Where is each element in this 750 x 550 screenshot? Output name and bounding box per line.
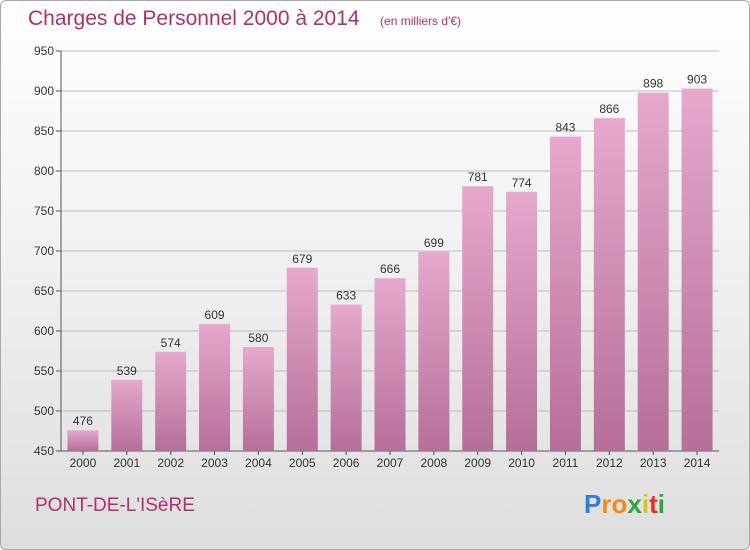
y-tick-label: 600 — [34, 324, 54, 338]
data-label-2011: 843 — [555, 121, 575, 135]
y-tick-label: 750 — [34, 204, 54, 218]
x-tick-label-2012: 2012 — [596, 456, 623, 470]
brand-letter: P — [584, 489, 602, 519]
x-tick-label-2006: 2006 — [333, 456, 360, 470]
chart-title: Charges de Personnel 2000 à 2014 — [28, 7, 360, 30]
bar-2001 — [111, 379, 143, 451]
y-tick-label: 450 — [34, 444, 54, 458]
data-label-2007: 666 — [380, 262, 400, 276]
brand-letter: r — [601, 489, 612, 519]
x-tick-label-2004: 2004 — [245, 456, 272, 470]
x-tick-label-2007: 2007 — [377, 456, 404, 470]
bar-2013 — [637, 92, 669, 451]
brand-letter: t — [649, 489, 658, 519]
y-tick-label: 500 — [34, 404, 54, 418]
bar-2002 — [155, 351, 187, 451]
x-tick-label-2008: 2008 — [421, 456, 448, 470]
y-tick-label: 700 — [34, 244, 54, 258]
x-tick-label-2011: 2011 — [553, 456, 579, 470]
data-label-2006: 633 — [336, 289, 356, 303]
y-tick-label: 900 — [34, 84, 54, 98]
bar-2011 — [549, 136, 581, 451]
data-label-2010: 774 — [512, 176, 532, 190]
bar-2007 — [374, 278, 406, 451]
bar-2003 — [199, 323, 231, 451]
x-tick-label-2010: 2010 — [508, 456, 535, 470]
commune-name: PONT-DE-L'ISèRE — [35, 495, 195, 516]
y-tick-label: 800 — [34, 164, 54, 178]
data-label-2014: 903 — [687, 73, 707, 87]
brand-logo: Proxiti — [584, 489, 665, 520]
bar-2012 — [593, 118, 625, 451]
bar-2004 — [242, 347, 274, 451]
brand-letter: x — [627, 489, 642, 519]
x-tick-label-2000: 2000 — [70, 456, 97, 470]
x-tick-label-2013: 2013 — [640, 456, 667, 470]
data-label-2004: 580 — [248, 331, 268, 345]
bar-2006 — [330, 304, 362, 451]
data-label-2002: 574 — [161, 336, 181, 350]
y-tick-label: 950 — [34, 44, 54, 58]
bar-2009 — [462, 186, 494, 451]
data-label-2000: 476 — [73, 414, 93, 428]
chart-subtitle: (en milliers d'€) — [380, 14, 462, 28]
data-label-2008: 699 — [424, 236, 444, 250]
data-label-2005: 679 — [292, 252, 312, 266]
bar-2005 — [286, 267, 318, 451]
brand-letter: i — [641, 489, 650, 519]
axis-layer: 450 500 550 600 650 700 750 800 850 900 950 2000 200… — [34, 44, 719, 470]
labels-layer: 476 539 574 609 580 679 633 666 699 781 774 843 866 8… — [73, 73, 707, 429]
data-label-2009: 781 — [468, 170, 488, 184]
x-tick-label-2014: 2014 — [684, 456, 711, 470]
data-label-2001: 539 — [117, 364, 137, 378]
x-tick-label-2003: 2003 — [201, 456, 228, 470]
brand-letter: i — [657, 489, 665, 519]
y-tick-label: 850 — [34, 124, 54, 138]
bar-2010 — [506, 191, 538, 452]
bar-2000 — [67, 430, 99, 451]
data-label-2012: 866 — [599, 102, 619, 116]
bar-2014 — [681, 88, 713, 451]
bars-layer — [67, 88, 713, 452]
title-row: Charges de Personnel 2000 à 2014 (en mil… — [28, 7, 461, 31]
x-tick-label-2002: 2002 — [157, 456, 184, 470]
data-label-2003: 609 — [205, 308, 225, 322]
x-tick-label-2009: 2009 — [464, 456, 491, 470]
brand-letter: o — [611, 489, 628, 519]
y-tick-label: 550 — [34, 364, 54, 378]
bar-2008 — [418, 251, 450, 451]
y-tick-label: 650 — [34, 284, 54, 298]
data-label-2013: 898 — [643, 77, 663, 91]
x-tick-label-2001: 2001 — [113, 456, 140, 470]
x-tick-label-2005: 2005 — [289, 456, 316, 470]
